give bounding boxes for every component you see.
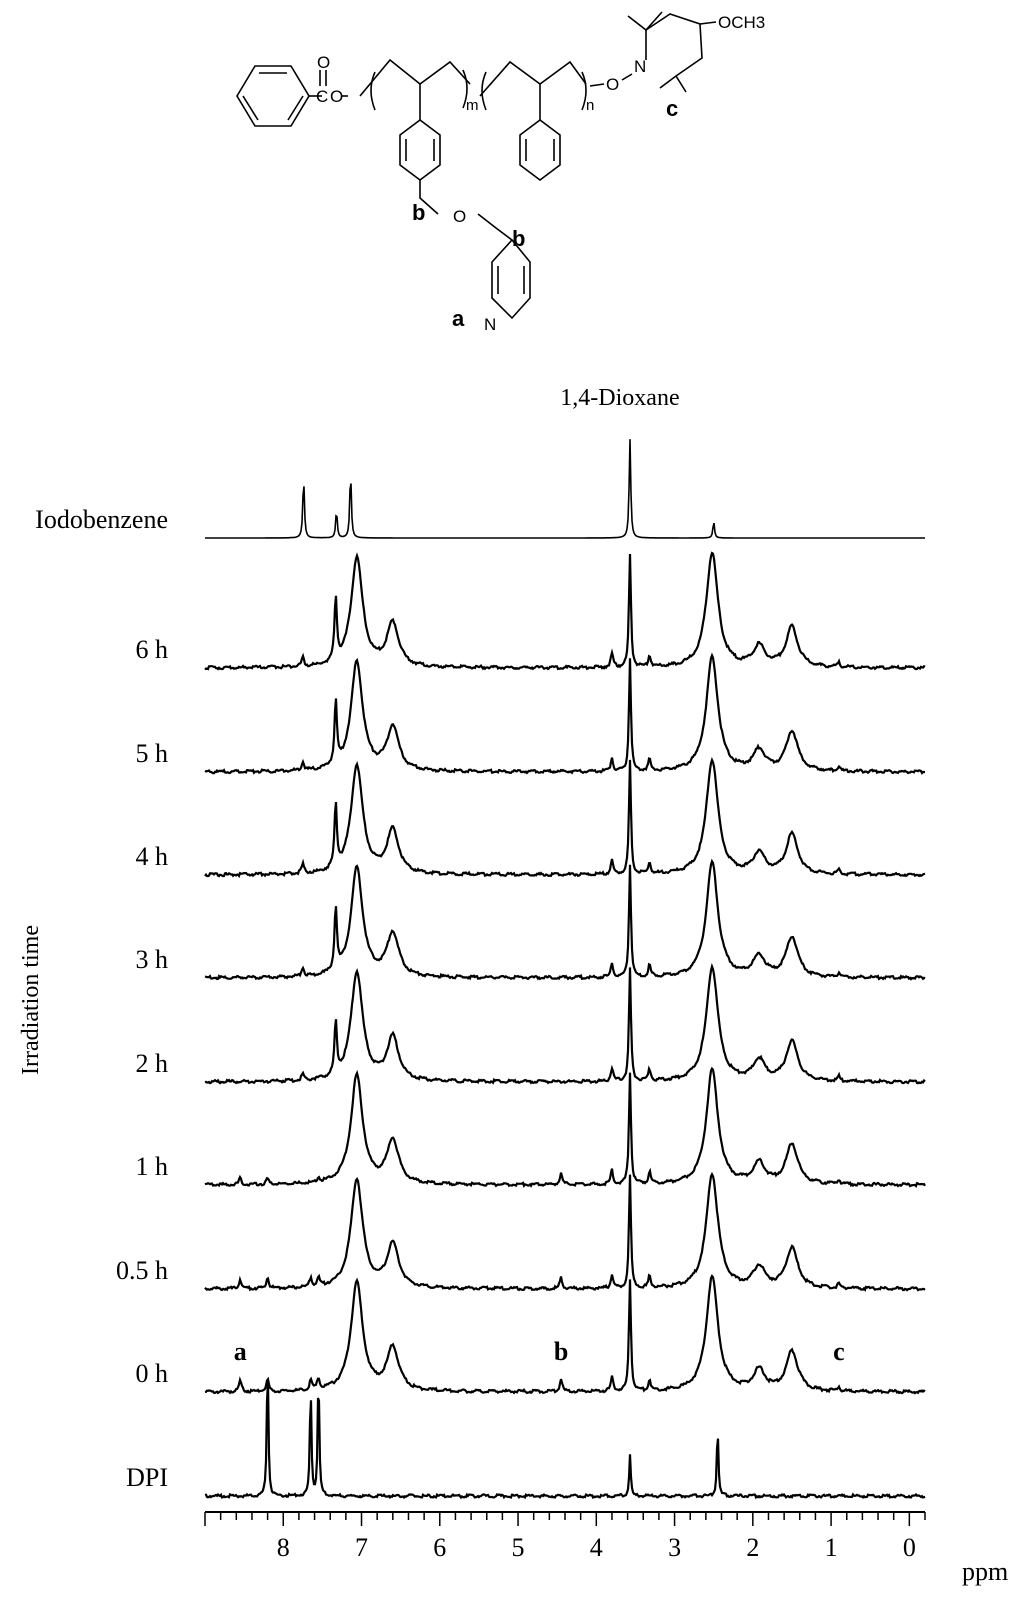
spectrum-1-h <box>204 1066 926 1189</box>
annotation-dioxane: 1,4-Dioxane <box>560 385 679 411</box>
annotation-b: b <box>554 1337 568 1366</box>
x-tick-label: 3 <box>668 1533 681 1562</box>
x-tick-label: 6 <box>433 1533 446 1562</box>
annotation-a: a <box>234 1337 247 1366</box>
nitroxide-oxygen-label: O <box>606 75 619 94</box>
spectrum-4-h <box>204 757 926 879</box>
series-label-5-h: 5 h <box>136 739 169 768</box>
series-label-0-h: 0 h <box>136 1359 169 1388</box>
series-label-dpi: DPI <box>126 1463 168 1492</box>
piperidine-nitrogen-label: N <box>634 57 646 76</box>
x-tick-label: 4 <box>590 1533 603 1562</box>
spectrum-iodobenzene <box>205 439 925 539</box>
ester-link-oxygen-label: O <box>330 87 343 106</box>
series-labels: Iodobenzene 6 h 5 h 4 h 3 h 2 h 1 h 0.5 h 0 h DPI <box>35 505 168 1492</box>
spectrum-dpi <box>204 1380 926 1500</box>
repeat-m-label: m <box>466 97 479 114</box>
series-label-3-h: 3 h <box>136 945 169 974</box>
spectra-stack <box>204 439 926 1500</box>
polymer-structure <box>236 11 717 320</box>
proton-c-label: c <box>666 96 678 121</box>
series-label-iodobenzene: Iodobenzene <box>35 505 168 534</box>
pyridine-ring <box>491 238 531 320</box>
series-label-4-h: 4 h <box>136 842 169 871</box>
ether-oxygen-label: O <box>453 207 466 226</box>
spectrum-5-h <box>204 652 925 775</box>
ester-oxygen-label: O <box>317 53 330 72</box>
x-tick-label: 0 <box>903 1533 916 1562</box>
pyridine-nitrogen-label: N <box>484 315 496 334</box>
carbonyl-carbon-label: C <box>316 87 328 106</box>
spectrum-3-h <box>204 858 926 981</box>
repeat-n-label: n <box>586 97 594 114</box>
series-label-1-h: 1 h <box>136 1152 169 1181</box>
x-tick-label: 7 <box>355 1533 368 1562</box>
x-tick-label: 2 <box>746 1533 759 1562</box>
series-label-0-5-h: 0.5 h <box>116 1256 168 1285</box>
x-axis: 8 7 6 5 4 3 2 1 0 <box>204 1511 926 1562</box>
spectrum-2-h <box>204 962 926 1085</box>
series-label-6-h: 6 h <box>136 635 169 664</box>
styrene-ring-2 <box>519 119 561 181</box>
x-tick-label: 5 <box>512 1533 525 1562</box>
methoxy-label: OCH3 <box>718 13 765 32</box>
peak-annotations: 1,4-Dioxane a b c <box>234 385 845 1366</box>
proton-b-label-1: b <box>412 200 425 225</box>
proton-a-label: a <box>452 306 465 331</box>
structure-labels: O C O m n O N OCH3 O N a b b c <box>316 13 765 334</box>
annotation-c: c <box>833 1337 845 1366</box>
x-tick-label: 8 <box>277 1533 290 1562</box>
spectrum-0-5-h <box>204 1171 926 1293</box>
x-tick-label: 1 <box>825 1533 838 1562</box>
spectrum-0-h <box>204 1274 926 1395</box>
proton-b-label-2: b <box>512 226 525 251</box>
spectrum-6-h <box>204 551 926 671</box>
x-axis-label: ppm <box>962 1557 1008 1586</box>
y-axis-label: Irradiation time <box>18 925 44 1075</box>
series-label-2-h: 2 h <box>136 1049 169 1078</box>
